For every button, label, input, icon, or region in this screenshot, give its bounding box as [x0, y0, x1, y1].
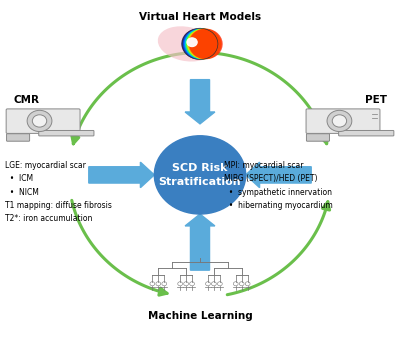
Circle shape [27, 110, 52, 132]
Ellipse shape [183, 28, 217, 59]
Ellipse shape [181, 28, 215, 59]
Ellipse shape [185, 28, 219, 59]
Circle shape [32, 115, 47, 127]
Text: Virtual Heart Models: Virtual Heart Models [139, 12, 261, 22]
Ellipse shape [186, 28, 220, 59]
Text: CMR: CMR [13, 95, 39, 105]
FancyArrow shape [246, 162, 311, 188]
Circle shape [187, 38, 197, 47]
FancyBboxPatch shape [306, 134, 330, 141]
Ellipse shape [187, 28, 221, 59]
Ellipse shape [158, 26, 214, 61]
Circle shape [332, 115, 347, 127]
Text: PET: PET [365, 95, 387, 105]
FancyBboxPatch shape [6, 109, 80, 133]
Text: LGE: myocardial scar
  •  ICM
  •  NICM
T1 mapping: diffuse fibrosis
T2*: iron a: LGE: myocardial scar • ICM • NICM T1 map… [5, 161, 112, 223]
FancyArrow shape [185, 214, 215, 270]
FancyBboxPatch shape [306, 109, 380, 133]
Text: MPI: myocardial scar
MIBG (SPECT)/HED (PET)
  •  sympathetic innervation
  •  hi: MPI: myocardial scar MIBG (SPECT)/HED (P… [224, 161, 332, 210]
FancyArrow shape [89, 162, 154, 188]
Ellipse shape [189, 28, 223, 59]
Ellipse shape [188, 28, 222, 59]
FancyBboxPatch shape [6, 134, 30, 141]
Text: Machine Learning: Machine Learning [148, 311, 252, 321]
FancyBboxPatch shape [339, 130, 394, 136]
Ellipse shape [182, 28, 216, 59]
Circle shape [154, 136, 246, 214]
Ellipse shape [184, 28, 218, 59]
FancyArrow shape [185, 80, 215, 124]
Text: SCD Risk
Stratification: SCD Risk Stratification [159, 163, 241, 187]
Circle shape [327, 110, 352, 132]
FancyBboxPatch shape [39, 130, 94, 136]
